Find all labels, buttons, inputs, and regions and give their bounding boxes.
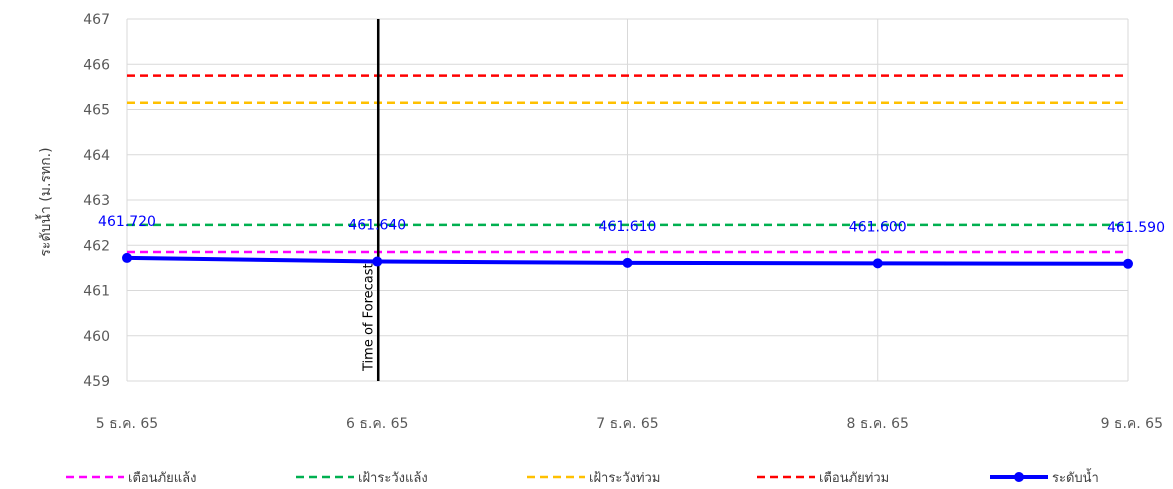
water-level-point (1123, 258, 1133, 269)
data-label: 461.590 (1107, 220, 1165, 236)
y-tick-label: 465 (83, 103, 110, 119)
water-level-point (122, 252, 132, 263)
y-tick-label: 461 (83, 284, 110, 300)
y-axis-label: ระดับน้ำ (ม.รทก.) (35, 147, 54, 256)
y-tick-label: 464 (83, 148, 110, 164)
water-level-point (622, 257, 633, 268)
water-level-point (372, 256, 383, 267)
y-tick-label: 463 (83, 193, 110, 209)
x-tick-label: 5 ธ.ค. 65 (96, 416, 158, 432)
data-label: 461.640 (348, 218, 406, 234)
legend-item: ระดับน้ำ (990, 468, 1099, 486)
forecast-marker: Time of Forecast (361, 19, 380, 381)
data-labels: 461.720 461.640 461.610 461.600 461.590 (98, 214, 1165, 236)
data-label: 461.610 (599, 219, 657, 235)
y-axis-ticks: 459 460 461 462 463 464 465 466 467 (83, 12, 110, 390)
legend-item: เฝ้าระวังท่วม (527, 471, 660, 486)
legend-item: เตือนภัยท่วม (757, 470, 889, 486)
y-tick-label: 462 (83, 238, 110, 254)
y-tick-label: 460 (83, 329, 110, 345)
x-tick-label: 6 ธ.ค. 65 (346, 416, 408, 432)
grid (126, 18, 1129, 382)
y-tick-label: 467 (83, 12, 110, 28)
legend-label: เตือนภัยท่วม (819, 470, 889, 486)
y-tick-label: 459 (83, 374, 110, 390)
legend-label: ระดับน้ำ (1052, 468, 1099, 486)
forecast-label: Time of Forecast (361, 263, 376, 372)
legend-marker (1014, 472, 1024, 482)
legend-label: เตือนภัยแล้ง (128, 470, 196, 486)
x-tick-label: 7 ธ.ค. 65 (596, 416, 658, 432)
legend: เตือนภัยแล้ง เฝ้าระวังแล้ง เฝ้าระวังท่วม เต… (66, 468, 1099, 486)
x-tick-label: 8 ธ.ค. 65 (847, 416, 909, 432)
data-label: 461.720 (98, 214, 156, 230)
data-label: 461.600 (849, 219, 907, 235)
x-tick-label: 9 ธ.ค. 65 (1101, 416, 1163, 432)
reference-lines (127, 74, 1128, 254)
legend-label: เฝ้าระวังท่วม (589, 471, 660, 486)
water-level-series (122, 252, 1133, 269)
y-tick-label: 466 (83, 57, 110, 73)
legend-label: เฝ้าระวังแล้ง (358, 471, 428, 486)
legend-item: เฝ้าระวังแล้ง (296, 471, 428, 486)
water-level-point (872, 258, 883, 269)
x-axis-ticks: 5 ธ.ค. 65 6 ธ.ค. 65 7 ธ.ค. 65 8 ธ.ค. 65 9 ธ.… (96, 416, 1163, 432)
legend-item: เตือนภัยแล้ง (66, 470, 196, 486)
